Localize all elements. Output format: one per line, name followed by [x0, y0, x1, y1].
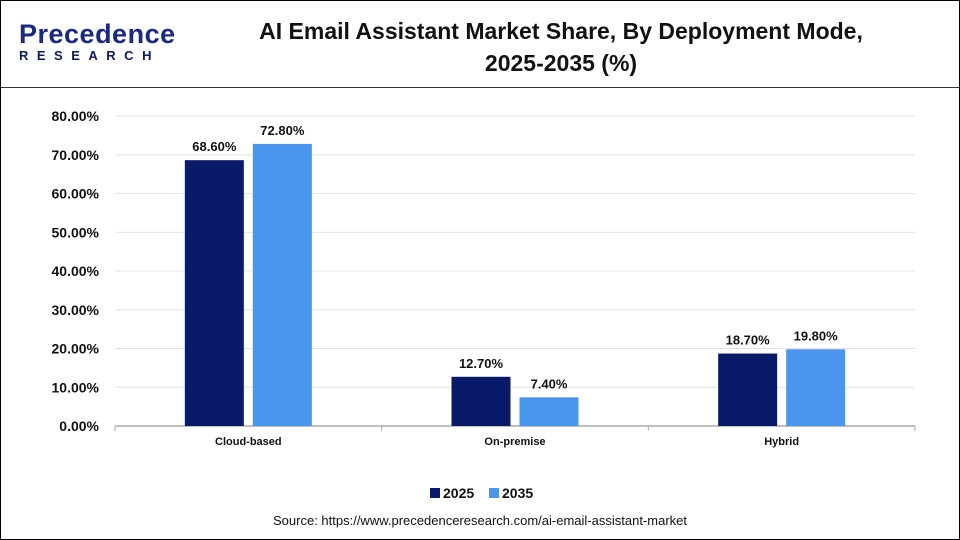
data-label: 72.80% — [260, 123, 305, 138]
chart-title-line1: AI Email Assistant Market Share, By Depl… — [259, 18, 863, 44]
bar-2025 — [718, 353, 778, 426]
chart-title: AI Email Assistant Market Share, By Depl… — [211, 15, 911, 79]
data-label: 18.70% — [726, 333, 771, 348]
logo-line1: Precedence — [19, 19, 176, 49]
data-label: 7.40% — [531, 376, 568, 391]
legend-label: 2025 — [443, 485, 474, 501]
data-label: 68.60% — [192, 139, 237, 154]
y-tick-label: 80.00% — [52, 108, 100, 124]
y-tick-label: 50.00% — [52, 224, 100, 240]
legend-swatch-2025 — [430, 488, 440, 498]
y-tick-label: 10.00% — [52, 379, 100, 395]
data-label: 19.80% — [794, 328, 839, 343]
bar-2035 — [252, 143, 312, 426]
bar-2025 — [184, 160, 244, 427]
data-label: 12.70% — [459, 356, 504, 371]
legend-swatch-2035 — [489, 488, 499, 498]
y-tick-label: 70.00% — [52, 147, 100, 163]
y-tick-label: 0.00% — [59, 418, 99, 434]
logo-line2: RESEARCH — [19, 48, 160, 63]
header: Precedence RESEARCH AI Email Assistant M… — [1, 1, 959, 88]
legend-label: 2035 — [502, 485, 533, 501]
y-tick-label: 20.00% — [52, 341, 100, 357]
bar-2035 — [786, 349, 846, 426]
bar-2035 — [519, 397, 579, 426]
x-category-label: Cloud-based — [215, 436, 282, 448]
x-category-label: Hybrid — [764, 436, 799, 448]
y-tick-label: 40.00% — [52, 263, 100, 279]
y-tick-label: 60.00% — [52, 186, 100, 202]
bar-2025 — [451, 376, 511, 426]
chart-title-line2: 2025-2035 (%) — [484, 50, 638, 76]
logo: Precedence RESEARCH — [19, 21, 176, 64]
y-tick-label: 30.00% — [52, 302, 100, 318]
source-note: Source: https://www.precedenceresearch.c… — [273, 513, 687, 528]
x-category-label: On-premise — [484, 436, 545, 448]
